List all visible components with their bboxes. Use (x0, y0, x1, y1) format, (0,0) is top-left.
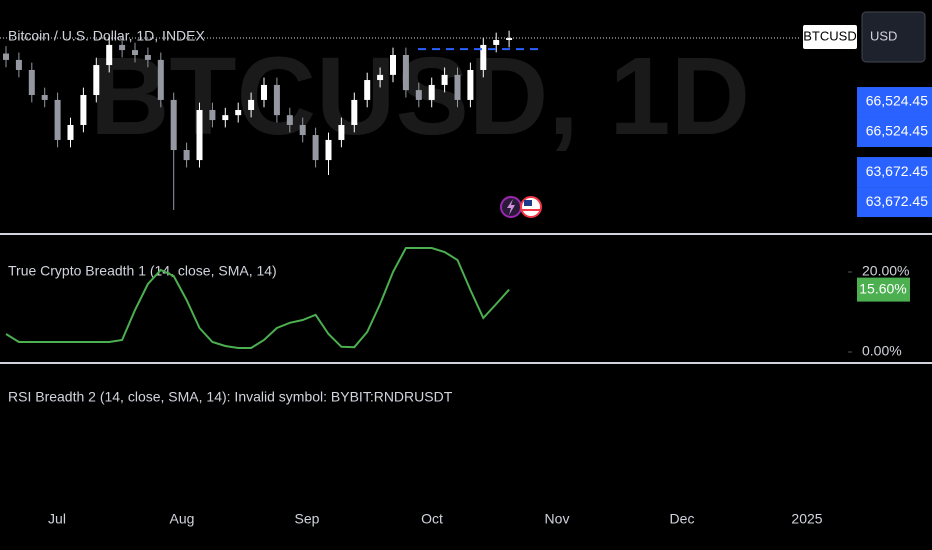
price-label: 63,672.45 (866, 193, 928, 209)
candle-body (54, 99, 61, 140)
candle-body (28, 69, 35, 96)
candle-body (119, 44, 126, 51)
price-label: 66,524.45 (866, 123, 928, 139)
candle-body (312, 135, 319, 161)
symbol-button-label: BTCUSD (803, 28, 856, 43)
candle-body (273, 84, 280, 116)
symbol-button[interactable] (803, 25, 857, 49)
flag-canton (524, 200, 532, 206)
y-tick-label: 0.00% (862, 343, 902, 359)
candle-body (493, 40, 500, 45)
candle-body (15, 59, 22, 70)
indicator-title: True Crypto Breadth 1 (14, close, SMA, 1… (8, 263, 277, 279)
candle-body (41, 95, 48, 100)
candle-body (480, 44, 487, 70)
indicator-title: RSI Breadth 2 (14, close, SMA, 14): Inva… (8, 389, 453, 405)
time-label: Oct (421, 511, 443, 527)
lightning-glyph (507, 199, 515, 215)
icons (500, 196, 542, 218)
time-label: Sep (295, 511, 320, 527)
currency-button[interactable] (861, 11, 926, 63)
candle-body (157, 59, 164, 100)
candle-body (67, 124, 74, 140)
candle-body (93, 65, 100, 96)
time-label: Aug (170, 511, 195, 527)
candle-body (377, 74, 384, 81)
time-label: Jul (48, 511, 66, 527)
price-label: 66,524.45 (866, 93, 928, 109)
candle-body (3, 53, 9, 60)
time-label: Dec (670, 511, 695, 527)
candle-body (170, 99, 177, 151)
price-label: 63,672.45 (866, 163, 928, 179)
candle-body (351, 99, 358, 125)
candle-body (106, 44, 113, 66)
candle-body (144, 54, 151, 60)
price-label-box (857, 87, 932, 118)
candle-body (338, 124, 345, 140)
candle-body (454, 74, 461, 100)
candle-body (80, 95, 87, 125)
candle-body (209, 109, 216, 121)
symbol-title: Bitcoin / U.S. Dollar, 1D, INDEX (8, 28, 206, 44)
candle-body (183, 150, 190, 161)
value-label: 15.60% (859, 280, 906, 296)
indicator-line (5, 247, 510, 349)
candle-body (441, 74, 448, 85)
value-label-box (857, 277, 910, 302)
candle-body (402, 54, 409, 91)
candle-body (196, 109, 203, 161)
candle-body (428, 84, 435, 100)
candle-body (299, 124, 306, 136)
candle-body (364, 80, 371, 100)
y-tick-label: 20.00% (862, 263, 909, 279)
candle-body (261, 84, 267, 100)
time-label: 2025 (791, 511, 822, 527)
candle-body (415, 90, 422, 100)
candle-body (248, 99, 255, 110)
time-label: Nov (545, 511, 570, 527)
candle-body (325, 139, 332, 161)
price-label-box (857, 157, 932, 188)
candle-body (235, 109, 242, 116)
candle-body (467, 69, 474, 100)
candle-body (286, 115, 293, 125)
candle-body (390, 54, 396, 75)
currency-button-label: USD (870, 28, 897, 43)
candle-body (506, 38, 513, 41)
candle-body (222, 115, 229, 121)
candle-body (132, 50, 138, 55)
price-label-box (857, 187, 932, 218)
price-label-box (857, 117, 932, 148)
